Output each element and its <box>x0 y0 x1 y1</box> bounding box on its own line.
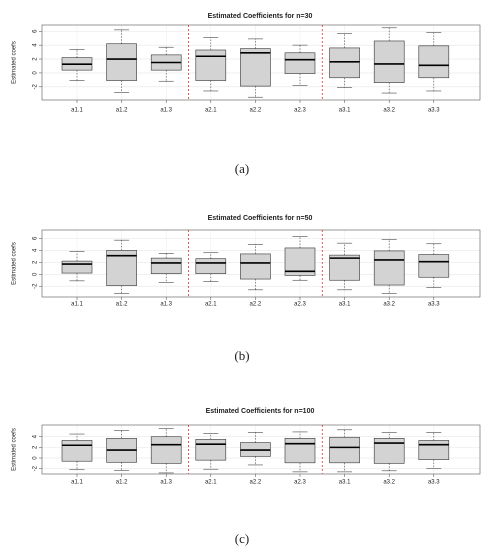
box <box>195 258 227 274</box>
plot-frame <box>41 424 481 475</box>
plot-frame <box>41 229 481 298</box>
caption: (a) <box>235 161 249 176</box>
box <box>373 250 405 286</box>
x-tick-label: a2.2 <box>250 302 262 308</box>
x-tick-label: a1.2 <box>116 480 128 486</box>
x-tick-label: a1.1 <box>71 480 83 486</box>
x-tick-label: a1.3 <box>160 302 172 308</box>
y-tick-label: 4 <box>33 248 39 252</box>
box <box>150 436 182 464</box>
box <box>418 440 450 460</box>
box <box>373 40 405 83</box>
chart-title: Estimated Coefficients for n=100 <box>206 408 315 415</box>
x-tick-label: a2.3 <box>294 302 306 308</box>
y-tick-label: -2 <box>33 83 39 89</box>
box <box>195 49 227 81</box>
box <box>195 439 227 461</box>
y-tick-label: 4 <box>33 43 39 47</box>
box <box>284 52 316 74</box>
box <box>329 254 360 281</box>
box <box>418 45 450 79</box>
box <box>61 440 93 462</box>
x-tick-label: a3.1 <box>339 108 351 114</box>
x-tick-label: a2.1 <box>205 480 217 486</box>
y-tick-label: 2 <box>33 260 39 264</box>
y-axis-label: Estimated coefs <box>12 428 18 471</box>
x-tick-label: a2.2 <box>250 480 262 486</box>
x-tick-label: a3.2 <box>383 480 395 486</box>
x-tick-label: a2.3 <box>294 480 306 486</box>
y-tick-label: 6 <box>33 236 39 240</box>
box <box>418 254 450 278</box>
x-tick-label: a1.1 <box>71 302 83 308</box>
box <box>329 436 360 464</box>
y-tick-label: -2 <box>33 283 39 289</box>
caption: (c) <box>235 531 249 546</box>
x-tick-label: a1.3 <box>160 108 172 114</box>
x-tick-label: a1.2 <box>116 302 128 308</box>
x-tick-label: a1.1 <box>71 108 83 114</box>
x-tick-label: a2.1 <box>205 302 217 308</box>
chart-title: Estimated Coefficients for n=30 <box>208 13 313 20</box>
box <box>284 438 316 464</box>
y-tick-label: 2 <box>33 57 39 61</box>
x-tick-label: a3.3 <box>428 302 440 308</box>
x-tick-label: a1.3 <box>160 480 172 486</box>
box <box>373 438 405 464</box>
box <box>61 260 93 274</box>
chart-title: Estimated Coefficients for n=50 <box>208 215 313 222</box>
x-tick-label: a3.2 <box>383 108 395 114</box>
box <box>240 253 271 280</box>
y-tick-label: 0 <box>33 71 39 75</box>
x-tick-label: a3.3 <box>428 480 440 486</box>
x-tick-label: a3.1 <box>339 302 351 308</box>
x-tick-label: a3.2 <box>383 302 395 308</box>
x-tick-label: a2.1 <box>205 108 217 114</box>
x-tick-label: a2.3 <box>294 108 306 114</box>
x-tick-label: a2.2 <box>250 108 262 114</box>
y-tick-label: 0 <box>33 456 39 460</box>
y-tick-label: -2 <box>33 465 39 471</box>
box <box>329 47 360 79</box>
x-tick-label: a1.2 <box>116 108 128 114</box>
y-axis-label: Estimated coefs <box>12 242 18 285</box>
y-tick-label: 2 <box>33 445 39 449</box>
caption: (b) <box>234 348 249 363</box>
x-tick-label: a3.3 <box>428 108 440 114</box>
plot-frame <box>41 24 481 101</box>
y-tick-label: 0 <box>33 272 39 276</box>
box <box>150 257 182 274</box>
x-tick-label: a3.1 <box>339 480 351 486</box>
y-tick-label: 6 <box>33 29 39 33</box>
box <box>106 43 137 81</box>
y-axis-label: Estimated coefs <box>12 41 18 84</box>
box <box>240 48 271 87</box>
y-tick-label: 4 <box>33 434 39 438</box>
